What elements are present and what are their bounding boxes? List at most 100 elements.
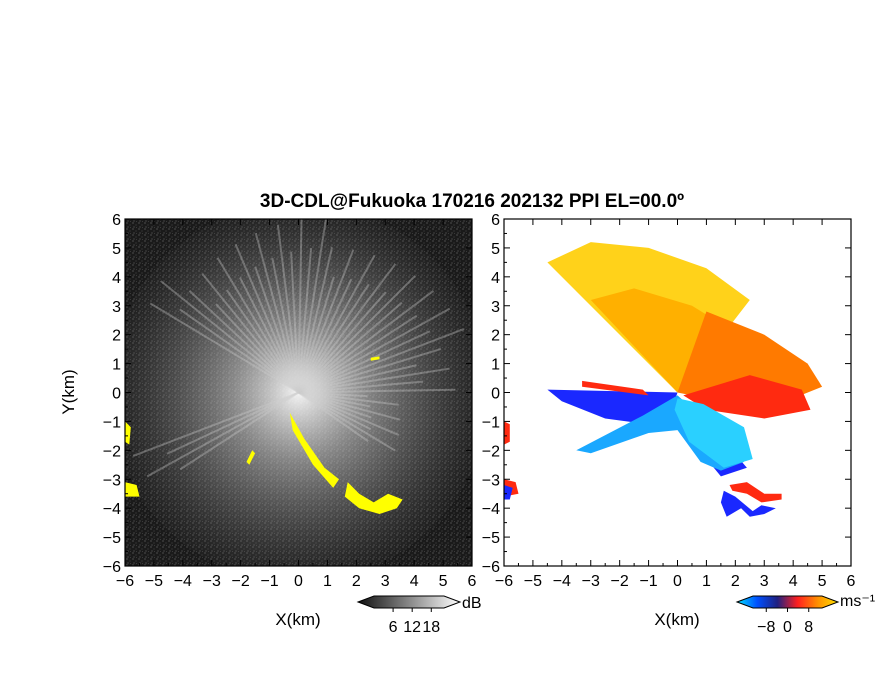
velocity-xlabel: X(km) — [654, 610, 699, 629]
reflectivity-ytick-label: −2 — [103, 443, 121, 460]
reflectivity-ytick-label: 5 — [112, 241, 121, 258]
velocity-region-6 — [674, 398, 753, 468]
reflectivity-ray — [298, 328, 465, 394]
velocity-ytick-label: 2 — [491, 328, 500, 345]
velocity-ytick-label: −2 — [482, 443, 500, 460]
velocity-regions — [504, 242, 823, 517]
reflectivity-ray — [215, 303, 300, 394]
reflectivity-ray — [297, 291, 387, 394]
reflectivity-ray — [166, 391, 299, 455]
velocity-ytick-label: 5 — [491, 241, 500, 258]
velocity-ytick-label: −5 — [482, 530, 500, 547]
reflectivity-ytick-label: −1 — [103, 414, 121, 431]
reflectivity-colorbar-label: 18 — [422, 619, 440, 636]
reflectivity-xtick-label: 3 — [381, 573, 390, 590]
reflectivity-highlights — [125, 356, 403, 514]
velocity-ytick-label: −1 — [482, 414, 500, 431]
velocity-region-5 — [576, 395, 744, 471]
reflectivity-xtick-label: 1 — [323, 573, 332, 590]
reflectivity-ray — [239, 277, 300, 393]
reflectivity-ray — [234, 243, 300, 393]
velocity-region-9 — [504, 421, 510, 445]
reflectivity-ticks: −6−6 −5 −5 −4 −4 −3 −3 −2 −2 −1 −1 0 0 1 1 2 2 3 3 4 4 5 5 6 6 — [103, 212, 477, 590]
velocity-ytick-label: −4 — [482, 501, 500, 518]
reflectivity-xtick-label: 0 — [294, 573, 303, 590]
reflectivity-ray — [297, 278, 353, 393]
reflectivity-ytick-label: 1 — [112, 357, 121, 374]
reflectivity-colorbar: dB 6 12 18 — [356, 595, 482, 636]
reflectivity-ray — [297, 254, 376, 393]
reflectivity-ytick-label: 4 — [112, 270, 121, 287]
reflectivity-ray — [298, 391, 372, 431]
reflectivity-ray — [254, 266, 300, 393]
velocity-region-7 — [729, 482, 782, 503]
reflectivity-ray — [298, 391, 401, 421]
reflectivity-ray — [297, 275, 416, 394]
reflectivity-ray — [298, 391, 372, 419]
velocity-xtick-label: −1 — [639, 573, 657, 590]
velocity-colorbar-label: 0 — [783, 619, 792, 636]
reflectivity-ray — [298, 367, 450, 394]
reflectivity-ray — [298, 330, 431, 394]
reflectivity-ray — [298, 380, 424, 394]
velocity-ytick-label: −6 — [482, 559, 500, 576]
reflectivity-ray — [149, 302, 300, 394]
reflectivity-fan-glow — [125, 219, 472, 566]
velocity-region-12 — [582, 380, 649, 396]
reflectivity-ray — [298, 307, 451, 394]
velocity-panel: −6−6 −5 −5 −4 −4 −3 −3 −2 −2 −1 −1 0 0 1 1 2 2 3 3 4 4 5 5 6 6 X… — [482, 212, 856, 629]
reflectivity-ray — [225, 289, 300, 394]
reflectivity-xtick-label: 2 — [352, 573, 361, 590]
reflectivity-ray — [297, 391, 369, 443]
reflectivity-region-3 — [125, 482, 140, 497]
velocity-colorbar: ms⁻¹ −8 0 8 — [735, 593, 875, 636]
velocity-xtick-label: 1 — [702, 573, 711, 590]
reflectivity-region-4 — [246, 450, 256, 465]
reflectivity-ray — [179, 308, 300, 394]
reflectivity-ray — [298, 391, 371, 408]
reflectivity-ray — [146, 391, 299, 478]
velocity-ticks: −6−6 −5 −5 −4 −4 −3 −3 −2 −2 −1 −1 0 0 1 1 2 2 3 3 4 4 5 5 6 6 — [482, 212, 856, 590]
reflectivity-colorbar-bar — [356, 595, 462, 609]
velocity-xtick-label: 6 — [847, 573, 856, 590]
reflectivity-ytick-label: 6 — [112, 212, 121, 229]
velocity-xtick-label: −6 — [495, 573, 513, 590]
velocity-colorbar-bar — [735, 595, 840, 609]
reflectivity-ray — [297, 247, 313, 393]
reflectivity-xlabel: X(km) — [275, 610, 320, 629]
reflectivity-ytick-label: 3 — [112, 299, 121, 316]
reflectivity-ray — [297, 276, 335, 393]
reflectivity-ray — [297, 283, 370, 394]
reflectivity-ray — [298, 364, 417, 394]
reflectivity-ytick-label: −6 — [103, 559, 121, 576]
reflectivity-ray — [297, 289, 435, 394]
reflectivity-ytick-label: 2 — [112, 328, 121, 345]
velocity-xtick-label: 5 — [818, 573, 827, 590]
reflectivity-xtick-label: −6 — [116, 573, 134, 590]
reflectivity-ray — [290, 251, 300, 393]
reflectivity-xtick-label: −4 — [174, 573, 192, 590]
reflectivity-xtick-label: 6 — [468, 573, 477, 590]
velocity-ytick-label: 3 — [491, 299, 500, 316]
velocity-xtick-label: −5 — [524, 573, 542, 590]
reflectivity-ray — [297, 219, 303, 393]
velocity-region-8 — [720, 490, 776, 517]
reflectivity-ray — [297, 301, 403, 394]
velocity-region-4 — [547, 389, 747, 477]
velocity-ytick-label: 0 — [491, 386, 500, 403]
velocity-ytick-label: 6 — [491, 212, 500, 229]
reflectivity-region-1 — [344, 482, 403, 514]
reflectivity-ray — [216, 257, 300, 394]
reflectivity-panel: −6−6 −5 −5 −4 −4 −3 −3 −2 −2 −1 −1 0 0 1 1 2 2 3 3 4 4 5 5 6 6 X… — [59, 212, 477, 629]
velocity-region-2 — [677, 311, 823, 405]
reflectivity-ray — [298, 391, 368, 398]
reflectivity-ray — [298, 391, 400, 437]
reflectivity-ytick-label: −5 — [103, 530, 121, 547]
reflectivity-ray — [297, 219, 327, 393]
reflectivity-ylabel: Y(km) — [59, 369, 78, 414]
reflectivity-region-0 — [289, 412, 339, 488]
reflectivity-ray — [297, 249, 355, 393]
velocity-colorbar-label: 8 — [804, 619, 813, 636]
reflectivity-ytick-label: −4 — [103, 501, 121, 518]
